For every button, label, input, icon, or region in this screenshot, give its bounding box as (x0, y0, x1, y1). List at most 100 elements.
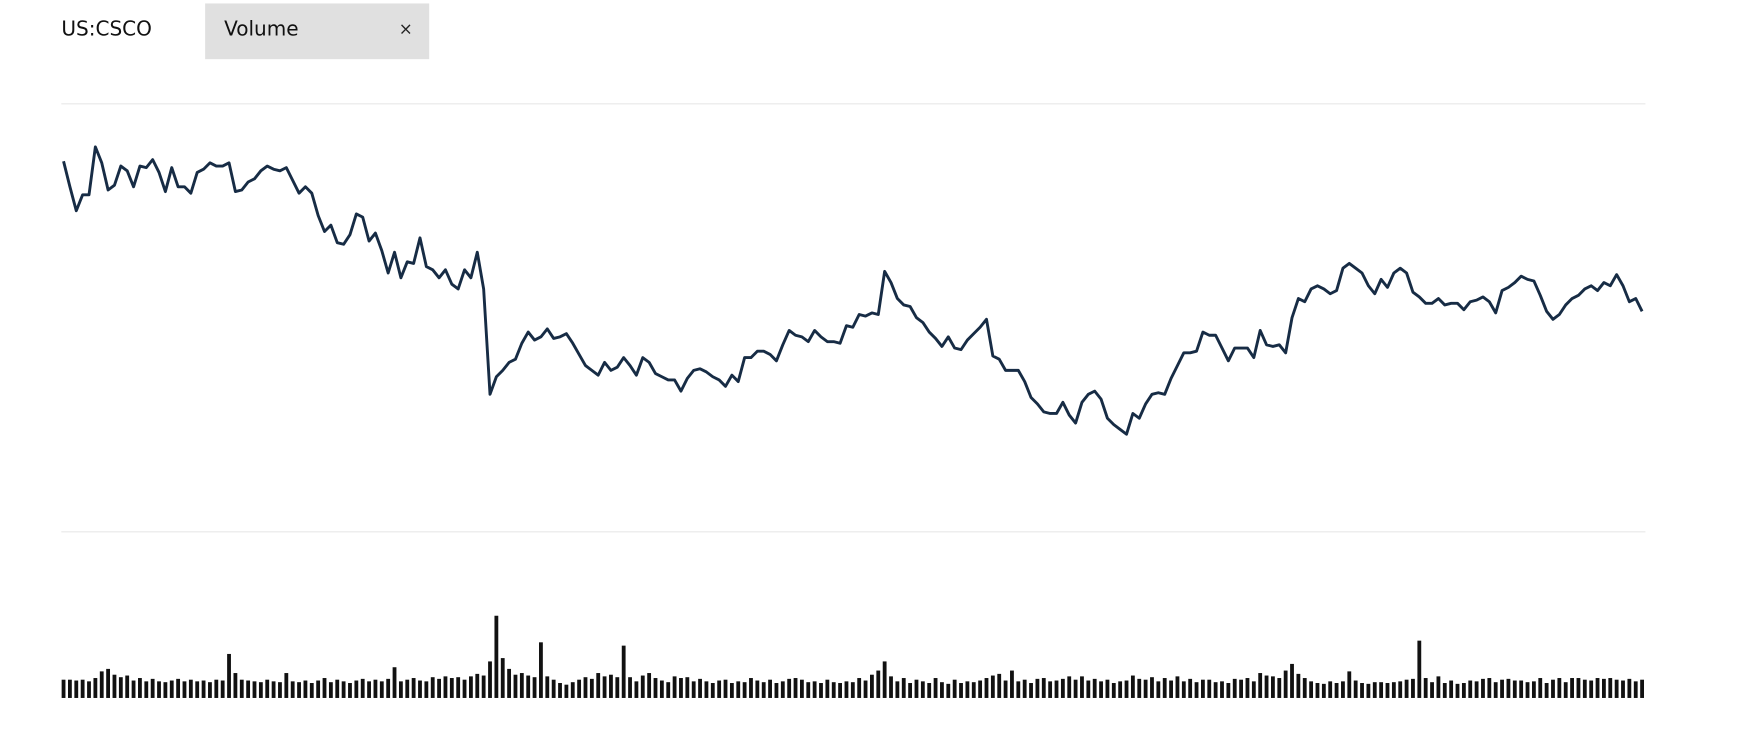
volume-bar (1137, 678, 1142, 698)
volume-bar (61, 679, 66, 698)
volume-bar (710, 683, 715, 698)
volume-bar (577, 679, 582, 698)
volume-bar (583, 677, 588, 698)
volume-bar (456, 677, 461, 698)
volume-bar (99, 671, 104, 698)
volume-bar (1041, 678, 1046, 698)
volume-bar (1092, 678, 1097, 698)
volume-bar (1436, 676, 1441, 698)
volume-bar (1207, 679, 1212, 698)
volume-bar (284, 673, 289, 698)
volume-bar (430, 677, 435, 698)
volume-bar (182, 681, 187, 698)
marks-layer (61, 145, 1645, 698)
volume-bar (920, 681, 925, 698)
volume-bar (1245, 678, 1250, 698)
volume-bar (1105, 679, 1110, 698)
tab-label[interactable]: Volume (224, 17, 299, 41)
volume-bar (1563, 682, 1568, 698)
volume-bar (914, 679, 919, 698)
volume-bar (1557, 678, 1562, 698)
volume-bar (729, 683, 734, 698)
volume-bar (169, 680, 174, 698)
volume-bar (1595, 678, 1600, 698)
volume-bar (1169, 680, 1173, 698)
volume-bar (640, 675, 645, 698)
volume-bar (825, 679, 830, 698)
volume-bar (233, 673, 238, 698)
volume-bar (761, 682, 766, 698)
volume-bar (1544, 683, 1549, 698)
volume-bar (297, 682, 301, 698)
volume-bar (1220, 681, 1224, 698)
volume-bar (1366, 683, 1371, 698)
volume-bar (1640, 679, 1645, 698)
volume-bar (1614, 679, 1619, 698)
volume-bar (303, 680, 308, 698)
volume-bar (392, 667, 397, 698)
volume-bar (481, 675, 486, 698)
volume-bar (666, 682, 671, 698)
volume-bar (513, 674, 518, 698)
volume-bar (188, 679, 193, 698)
volume-bar (1264, 675, 1269, 698)
volume-bar (971, 682, 976, 698)
volume-bar (1200, 679, 1205, 698)
volume-bar (1398, 681, 1403, 698)
volume-bar (927, 683, 932, 698)
volume-bar (882, 661, 887, 698)
volume-bar (1608, 678, 1613, 698)
volume-bar (780, 681, 785, 698)
volume-bar (1391, 682, 1396, 698)
volume-bar (74, 680, 79, 698)
volume-bar (246, 680, 251, 698)
volume-bar (1627, 678, 1632, 698)
volume-bar (1118, 681, 1123, 698)
volume-bar (1143, 679, 1148, 698)
volume-bar (1379, 682, 1384, 698)
volume-bar (1506, 678, 1511, 698)
volume-bar (1411, 678, 1415, 698)
volume-bar (80, 679, 85, 698)
volume-bar (106, 668, 111, 698)
volume-bar (163, 682, 168, 698)
volume-bar (1283, 670, 1288, 698)
volume-bar (589, 678, 594, 698)
volume-bar (316, 680, 321, 698)
volume-bar (1003, 680, 1008, 698)
volume-bar (698, 678, 702, 698)
close-button[interactable]: × (399, 19, 413, 39)
volume-bar (978, 680, 983, 698)
volume-bar (1099, 681, 1103, 698)
price-line (62, 145, 1644, 436)
volume-bar (475, 673, 480, 698)
volume-bar (984, 678, 989, 698)
volume-bar (1073, 679, 1078, 698)
volume-bar (1213, 682, 1218, 698)
volume-bar (1181, 681, 1186, 698)
volume-bar (1258, 673, 1263, 698)
volume-bar (500, 658, 505, 698)
volume-bar (1328, 681, 1333, 698)
volume-bar (653, 678, 658, 698)
volume-bar (787, 678, 792, 698)
volume-bar (201, 680, 206, 698)
volume-bar (1239, 679, 1244, 698)
volume-bar (1493, 682, 1498, 698)
volume-bar (1156, 681, 1161, 698)
volume-bar (1048, 681, 1053, 698)
volume-bar (278, 682, 282, 698)
volume-tab[interactable] (205, 3, 430, 60)
volume-bar (341, 681, 346, 698)
volume-bar (227, 653, 231, 698)
volume-bar (1589, 680, 1594, 698)
volume-bar (1296, 673, 1301, 698)
volume-bar (386, 678, 391, 698)
volume-bar (1531, 681, 1536, 698)
volume-bar (322, 678, 327, 698)
volume-bar (749, 678, 753, 698)
volume-bar (1290, 663, 1294, 698)
volume-bar (1054, 680, 1059, 698)
volume-bar (1360, 683, 1364, 698)
